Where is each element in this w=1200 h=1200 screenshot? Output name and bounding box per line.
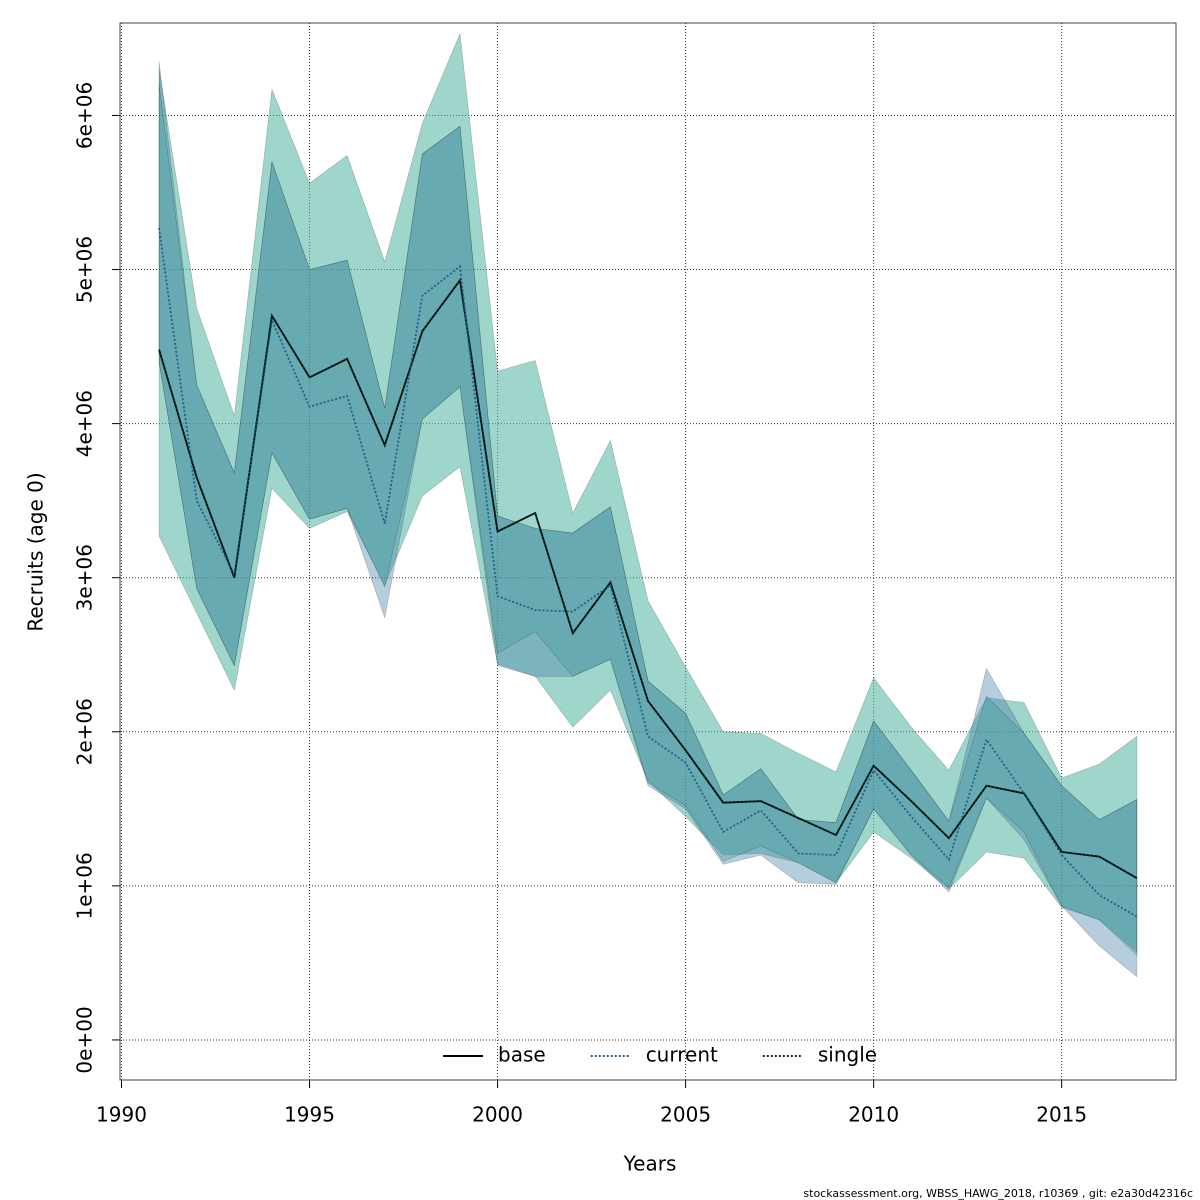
legend-label: single	[818, 1043, 877, 1067]
confidence-band	[158, 61, 1138, 978]
y-tick-label: 1e+06	[73, 852, 97, 919]
y-tick-label: 3e+06	[73, 544, 97, 611]
x-tick-label: 2005	[660, 1103, 711, 1127]
confidence-band	[158, 84, 1138, 956]
y-tick-label: 6e+06	[73, 82, 97, 149]
x-tick-label: 1990	[96, 1103, 147, 1127]
y-tick-label: 2e+06	[73, 698, 97, 765]
y-tick-label: 5e+06	[73, 236, 97, 303]
y-axis-label: Recruits (age 0)	[24, 472, 48, 631]
plot-frame	[119, 22, 1177, 1081]
series-line	[158, 278, 1138, 879]
y-tick-label: 4e+06	[73, 390, 97, 457]
y-tick-label: 0e+00	[73, 1006, 97, 1073]
x-tick-label: 1995	[284, 1103, 335, 1127]
x-tick-label: 2000	[472, 1103, 523, 1127]
x-tick-label: 2015	[1036, 1103, 1087, 1127]
legend-label: current	[646, 1043, 718, 1067]
series-line	[158, 227, 1138, 918]
footnote: stockassessment.org, WBSS_HAWG_2018, r10…	[803, 1187, 1193, 1200]
x-tick-label: 2010	[848, 1103, 899, 1127]
confidence-band	[158, 32, 1138, 953]
x-axis-label: Years	[623, 1152, 677, 1176]
legend-label: base	[498, 1043, 546, 1067]
